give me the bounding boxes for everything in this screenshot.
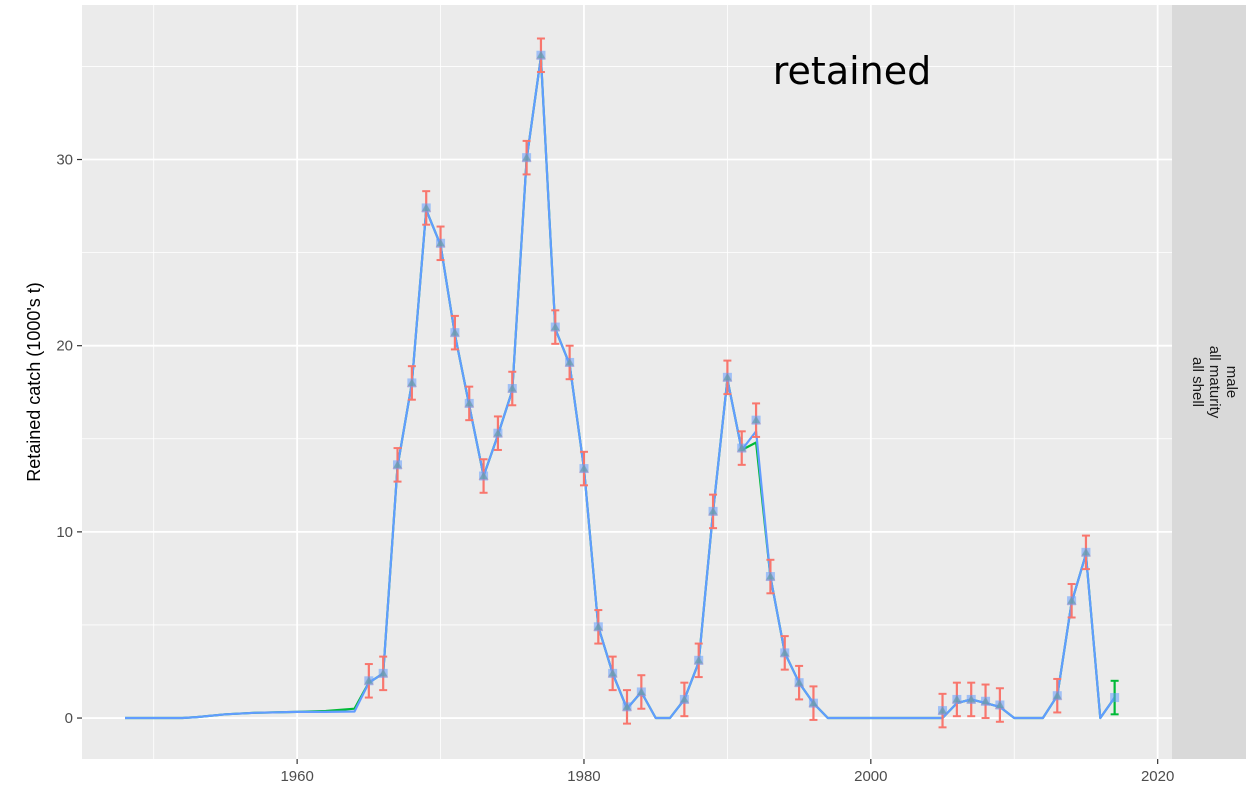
- obs-point-blue: [536, 50, 546, 60]
- x-tick-label: 1960: [280, 768, 313, 785]
- obs-point-blue: [507, 384, 517, 394]
- obs-point-blue: [966, 694, 976, 704]
- obs-point-blue: [981, 696, 991, 706]
- strip-label-shell: all shell: [1189, 357, 1206, 407]
- obs-point-blue: [952, 694, 962, 704]
- obs-point-blue: [407, 378, 417, 388]
- obs-point-blue: [550, 322, 560, 332]
- obs-point-blue: [622, 702, 632, 712]
- obs-point-blue: [464, 398, 474, 408]
- facet-strip: [1172, 5, 1246, 759]
- obs-point-blue: [479, 471, 489, 481]
- obs-point-blue: [722, 372, 732, 382]
- y-axis: 0 10 20 30: [56, 152, 82, 727]
- obs-point-blue: [364, 676, 374, 686]
- obs-point-blue: [378, 668, 388, 678]
- obs-point-blue: [708, 506, 718, 516]
- obs-point-blue: [450, 328, 460, 338]
- obs-point-blue: [565, 357, 575, 367]
- obs-point-blue: [593, 622, 603, 632]
- x-axis: 1960 1980 2000 2020: [280, 759, 1174, 785]
- obs-point-blue: [522, 153, 532, 163]
- obs-point-blue: [737, 443, 747, 453]
- y-tick-label: 20: [56, 338, 73, 355]
- x-tick-label: 1980: [567, 768, 600, 785]
- obs-point-blue: [636, 687, 646, 697]
- obs-point-blue: [938, 706, 948, 716]
- obs-point-blue: [765, 572, 775, 582]
- retained-annotation: retained: [773, 49, 932, 93]
- obs-point-blue: [436, 238, 446, 248]
- obs-point-blue: [694, 655, 704, 665]
- obs-point-blue: [1110, 693, 1120, 703]
- obs-point-blue: [608, 668, 618, 678]
- obs-point-blue: [493, 428, 503, 438]
- obs-point-blue: [393, 460, 403, 470]
- obs-point-blue: [679, 694, 689, 704]
- facet-strip-labels: male all maturity all shell: [1189, 346, 1240, 419]
- minor-gridlines: [82, 5, 1172, 759]
- obs-point-blue: [751, 415, 761, 425]
- y-axis-title: Retained catch (1000's t): [24, 282, 44, 482]
- obs-point-blue: [1067, 596, 1077, 606]
- x-tick-label: 2000: [854, 768, 887, 785]
- obs-point-blue: [579, 464, 589, 474]
- obs-point-blue: [780, 648, 790, 658]
- obs-point-blue: [995, 700, 1005, 710]
- obs-point-blue: [1081, 547, 1091, 557]
- obs-point-blue: [421, 203, 431, 213]
- x-tick-label: 2020: [1141, 768, 1174, 785]
- strip-label-sex: male: [1223, 366, 1240, 399]
- obs-point-blue: [808, 698, 818, 708]
- y-tick-label: 0: [65, 710, 73, 727]
- observations: [363, 37, 1120, 729]
- obs-point-blue: [1052, 691, 1062, 701]
- obs-point-blue: [794, 678, 804, 688]
- y-tick-label: 30: [56, 152, 73, 169]
- y-tick-label: 10: [56, 524, 73, 541]
- strip-label-maturity: all maturity: [1206, 346, 1223, 419]
- plot-panel: [82, 5, 1172, 759]
